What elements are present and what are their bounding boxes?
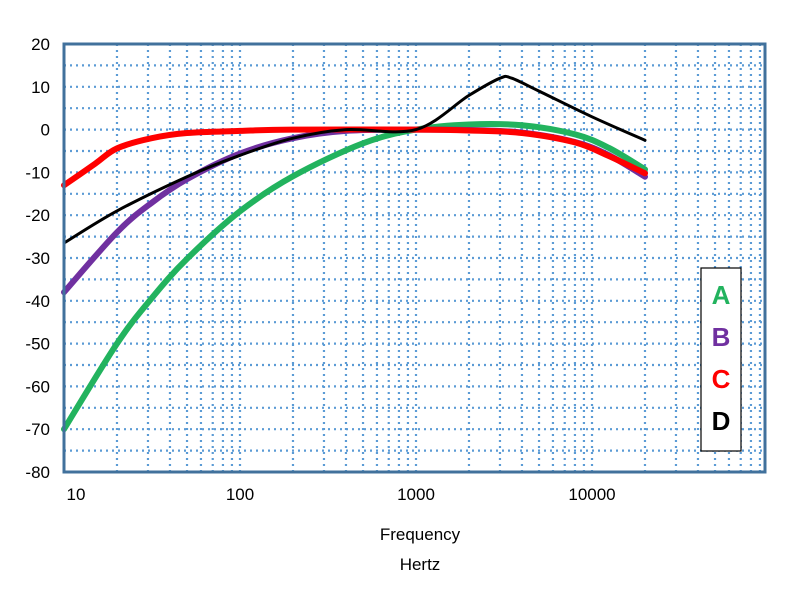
y-axis-ticks: 20 10 0 -10 -20 -30 -40 -50 -60 -70 -80 (25, 35, 50, 482)
series-layer (61, 74, 648, 433)
y-tick-label: -60 (25, 377, 50, 396)
x-axis-title-line1: Frequency (380, 525, 461, 544)
x-axis-title-line2: Hertz (400, 555, 441, 574)
legend-box (700, 267, 742, 452)
y-tick-label: 20 (31, 35, 50, 54)
x-axis-ticks: 10 100 1000 10000 (67, 485, 616, 504)
y-tick-label: -50 (25, 335, 50, 354)
y-tick-label: -10 (25, 163, 50, 182)
series-b-line (61, 126, 648, 296)
x-tick-label: 10 (67, 485, 86, 504)
x-tick-label: 10000 (568, 485, 615, 504)
x-tick-label: 1000 (397, 485, 435, 504)
series-d-line (62, 74, 647, 245)
legend-item-d: D (712, 406, 731, 436)
y-tick-label: -70 (25, 420, 50, 439)
y-tick-label: -20 (25, 206, 50, 225)
y-tick-label: 10 (31, 78, 50, 97)
series-a-line (61, 121, 648, 433)
legend-item-b: B (712, 322, 731, 352)
y-tick-label: 0 (41, 121, 50, 140)
legend-item-a: A (712, 280, 731, 310)
legend-item-c: C (712, 364, 731, 394)
y-tick-label: -40 (25, 292, 50, 311)
series-c-line (61, 126, 648, 189)
grid (64, 44, 765, 472)
plot-frame (62, 42, 767, 474)
x-tick-label: 100 (226, 485, 254, 504)
y-tick-label: -80 (25, 463, 50, 482)
y-tick-label: -30 (25, 249, 50, 268)
